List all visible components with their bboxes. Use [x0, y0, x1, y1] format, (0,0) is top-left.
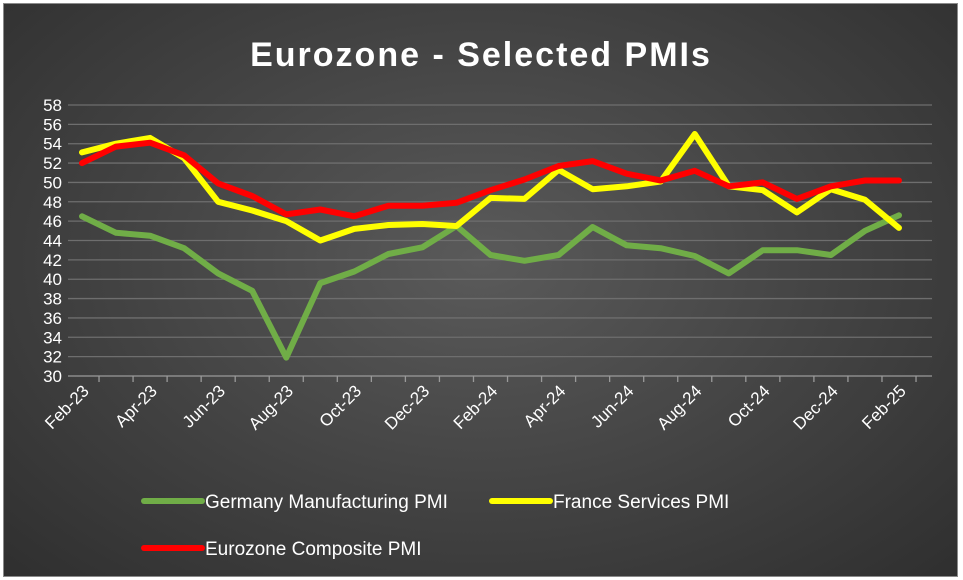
x-tick-label: Dec-23	[381, 381, 433, 433]
y-tick-label: 58	[43, 96, 62, 115]
y-tick-label: 34	[43, 328, 62, 347]
series-line-2	[79, 139, 902, 220]
x-tick-label: Feb-24	[450, 381, 502, 433]
y-tick-label: 32	[43, 348, 62, 367]
x-tick-label: Feb-23	[41, 381, 93, 433]
y-tick-label: 36	[43, 309, 62, 328]
y-tick-label: 50	[43, 173, 62, 192]
x-tick-label: Aug-23	[245, 381, 297, 433]
series-line-0	[79, 212, 902, 361]
legend-label: Eurozone Composite PMI	[205, 539, 422, 560]
y-tick-label: 44	[43, 232, 62, 251]
x-tick-label: Apr-24	[520, 381, 570, 431]
x-axis: Feb-23 Apr-23 Jun-23 Aug-23 Oct-23 Dec-23 Feb-…	[41, 376, 917, 434]
legend: Germany Manufacturing PMI France Services…	[141, 492, 729, 560]
y-tick-label: 42	[43, 251, 62, 270]
y-tick-label: 38	[43, 290, 62, 309]
line-chart: Eurozone - Selected PMIs 303234363840424…	[41, 36, 932, 560]
x-tick-label: Feb-25	[858, 381, 910, 433]
chart-frame: Eurozone - Selected PMIs 30 32 34 36 38 40 42 4…	[3, 3, 958, 577]
y-tick-label: 40	[43, 270, 62, 289]
x-tick-label: Dec-24	[790, 381, 842, 433]
series-line-1	[79, 131, 902, 244]
x-tick-label: Apr-23	[111, 381, 161, 431]
chart-title: Eurozone - Selected PMIs	[250, 36, 712, 74]
x-tick-label: Aug-24	[653, 381, 705, 433]
legend-label: France Services PMI	[553, 492, 729, 513]
y-tick-label: 54	[43, 135, 62, 154]
series-lines	[79, 131, 902, 361]
y-tick-label: 30	[43, 367, 62, 386]
grid	[68, 104, 932, 377]
y-tick-label: 56	[43, 115, 62, 134]
x-tick-label: Jun-23	[179, 381, 229, 431]
x-tick-label: Oct-24	[724, 381, 774, 431]
y-tick-label: 46	[43, 212, 62, 231]
x-tick-label: Jun-24	[587, 381, 637, 431]
y-tick-label: 48	[43, 193, 62, 212]
y-tick-label: 52	[43, 154, 62, 173]
legend-label: Germany Manufacturing PMI	[205, 492, 448, 513]
x-tick-label: Oct-23	[316, 381, 366, 431]
